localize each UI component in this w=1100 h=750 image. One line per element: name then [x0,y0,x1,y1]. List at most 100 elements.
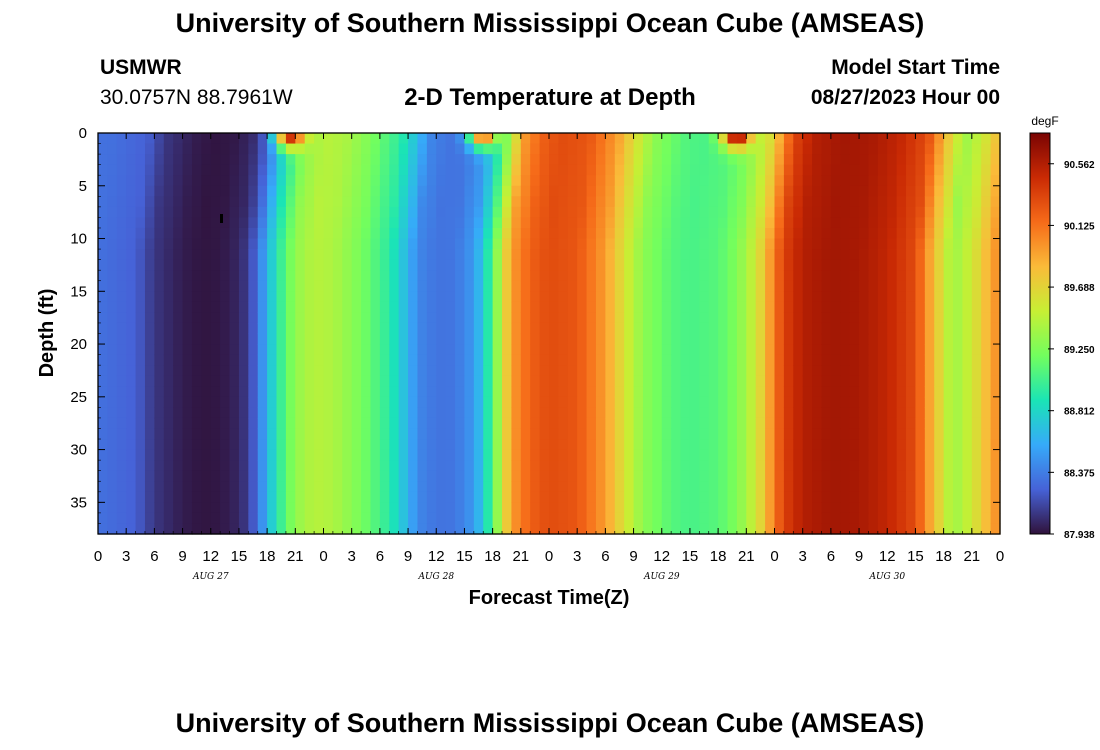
heatmap-cell [276,259,287,271]
heatmap-cell [248,175,259,187]
heatmap-cell [774,417,785,430]
heatmap-cell [511,301,522,313]
heatmap-cell [736,206,747,219]
heatmap-cell [98,396,108,408]
heatmap-cell [191,460,202,472]
heatmap-cell [389,460,400,472]
heatmap-cell [483,206,494,219]
heatmap-cell [962,375,973,387]
heatmap-cell [774,407,785,419]
heatmap-cell [323,396,334,408]
heatmap-cell [464,512,475,525]
heatmap-cell [107,196,118,208]
heatmap-cell [323,206,334,219]
heatmap-cell [107,175,118,187]
heatmap-cell [896,270,907,282]
heatmap-cell [267,175,278,187]
heatmap-cell [962,407,973,419]
heatmap-cell [840,470,851,482]
heatmap-cell [492,523,503,535]
heatmap-cell [868,280,879,292]
heatmap-cell [680,439,691,451]
heatmap-cell [661,322,672,335]
heatmap-cell [689,227,700,240]
heatmap-cell [182,502,193,514]
heatmap-cell [304,143,315,155]
heatmap-cell [267,449,278,461]
heatmap-cell [210,154,221,166]
heatmap-cell [248,365,259,377]
heatmap-cell [718,460,729,472]
heatmap-cell [502,354,513,366]
heatmap-cell [220,196,231,208]
heatmap-cell [285,259,296,271]
heatmap-cell [633,291,644,303]
heatmap-cell [586,396,597,408]
heatmap-cell [868,249,879,261]
heatmap-cell [116,481,127,493]
x-tick-label: 21 [738,548,755,565]
heatmap-cell [455,312,466,324]
heatmap-cell [793,460,804,472]
heatmap-cell [736,344,747,356]
heatmap-cell [144,322,155,335]
heatmap-cell [558,386,569,398]
heatmap-cell [398,164,409,176]
heatmap-cell [342,301,353,313]
heatmap-cell [135,206,146,219]
heatmap-cell [455,460,466,472]
heatmap-cell [191,449,202,461]
heatmap-cell [107,491,118,503]
heatmap-cell [577,238,588,250]
heatmap-cell [633,259,644,271]
heatmap-cell [624,523,635,535]
heatmap-cell [887,439,898,451]
heatmap-cell [436,333,447,345]
heatmap-cell [943,301,954,313]
heatmap-cell [248,417,259,430]
heatmap-cell [182,375,193,387]
heatmap-cell [840,217,851,229]
heatmap-cell [408,154,419,166]
heatmap-cell [990,301,1001,313]
heatmap-cell [229,291,240,303]
heatmap-cell [661,386,672,398]
heatmap-cell [220,502,231,514]
heatmap-cell [426,439,437,451]
heatmap-cell [445,301,456,313]
heatmap-cell [549,206,559,219]
heatmap-cell [877,249,888,261]
heatmap-cell [680,217,691,229]
heatmap-cell [530,206,541,219]
heatmap-cell [332,502,343,514]
heatmap-cell [426,217,437,229]
heatmap-cell [990,312,1001,324]
heatmap-cell [342,470,353,482]
heatmap-cell [906,428,917,440]
heatmap-cell [783,523,794,535]
heatmap-cell [163,460,174,472]
heatmap-cell [953,185,964,197]
heatmap-cell [727,449,738,461]
heatmap-cell [708,280,719,292]
heatmap-cell [567,449,578,461]
heatmap-cell [520,396,531,408]
heatmap-cell [971,407,982,419]
heatmap-cell [887,333,898,345]
heatmap-cell [727,502,738,514]
heatmap-cell [821,312,832,324]
heatmap-cell [830,185,841,197]
heatmap-cell [661,175,672,187]
heatmap-cell [144,481,155,493]
heatmap-cell [962,512,973,525]
heatmap-cell [736,196,747,208]
heatmap-cell [614,396,625,408]
heatmap-cell [191,344,202,356]
heatmap-cell [614,470,625,482]
heatmap-cell [530,217,541,229]
heatmap-cell [398,491,409,503]
heatmap-cell [332,322,343,335]
heatmap-cell [342,206,353,219]
heatmap-cell [379,502,390,514]
heatmap-cell [229,227,240,240]
